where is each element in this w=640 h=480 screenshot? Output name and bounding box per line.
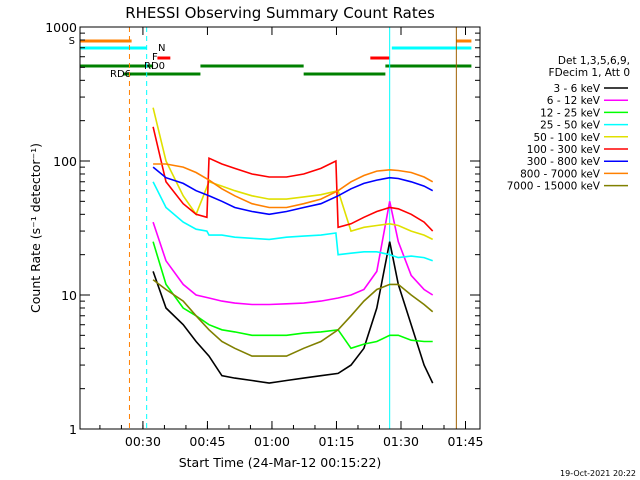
y-tick-label-3: 1000 bbox=[45, 20, 77, 35]
series-line-6 bbox=[152, 166, 434, 216]
legend-entry-label-1: 6 - 12 keV bbox=[547, 95, 601, 107]
series-line-3 bbox=[152, 181, 433, 262]
x-tick-label-1: 00:45 bbox=[189, 434, 225, 449]
x-tick-label-5: 01:45 bbox=[447, 434, 483, 449]
x-tick-label-2: 01:00 bbox=[254, 434, 290, 449]
data-series bbox=[152, 107, 434, 384]
series-line-7 bbox=[153, 163, 434, 209]
x-tick-label-0: 00:30 bbox=[125, 434, 161, 449]
legend-entry-label-2: 12 - 25 keV bbox=[540, 107, 601, 119]
legend-header-0: Det 1,3,5,6,9, bbox=[558, 55, 630, 67]
y-tick-label-2: 100 bbox=[53, 154, 77, 169]
y-axis-ticks: 1 10 100 1000 bbox=[45, 20, 480, 437]
legend: Det 1,3,5,6,9,FDecim 1, Att 0 3 - 6 keV6 … bbox=[507, 55, 630, 193]
state-label-n: N bbox=[158, 43, 165, 54]
state-label-rd6: RD6 bbox=[110, 69, 131, 80]
series-line-0 bbox=[152, 241, 434, 384]
legend-header-1: FDecim 1, Att 0 bbox=[549, 67, 630, 79]
x-axis-label: Start Time (24-Mar-12 00:15:22) bbox=[179, 455, 382, 470]
series-line-2 bbox=[152, 241, 433, 350]
x-tick-label-4: 01:30 bbox=[383, 434, 419, 449]
legend-entry-label-0: 3 - 6 keV bbox=[553, 83, 600, 95]
x-tick-label-3: 01:15 bbox=[318, 434, 354, 449]
legend-entry-label-8: 7000 - 15000 keV bbox=[507, 181, 601, 193]
x-axis-ticks: 00:30 00:45 01:00 01:15 01:30 01:45 bbox=[99, 27, 484, 449]
y-tick-label-0: 1 bbox=[69, 422, 77, 437]
legend-entry-label-3: 25 - 50 keV bbox=[540, 120, 601, 132]
state-label-rd0: RD0 bbox=[144, 61, 165, 72]
state-label-s: S bbox=[69, 36, 75, 47]
series-line-4 bbox=[152, 107, 434, 241]
legend-entry-label-7: 800 - 7000 keV bbox=[520, 168, 601, 180]
series-line-8 bbox=[152, 279, 434, 357]
series-line-1 bbox=[152, 201, 434, 306]
legend-entry-label-5: 100 - 300 keV bbox=[527, 144, 601, 156]
chart-title: RHESSI Observing Summary Count Rates bbox=[125, 4, 435, 22]
series-line-5 bbox=[152, 126, 434, 232]
y-tick-label-1: 10 bbox=[61, 288, 77, 303]
state-label-f: F bbox=[152, 52, 158, 63]
footer-timestamp: 19-Oct-2021 20:22 bbox=[560, 469, 636, 478]
plot-frame bbox=[79, 26, 481, 430]
legend-entry-label-6: 300 - 800 keV bbox=[527, 156, 601, 168]
y-axis-label: Count Rate (s⁻¹ detector⁻¹) bbox=[28, 143, 43, 313]
legend-entry-label-4: 50 - 100 keV bbox=[533, 132, 600, 144]
